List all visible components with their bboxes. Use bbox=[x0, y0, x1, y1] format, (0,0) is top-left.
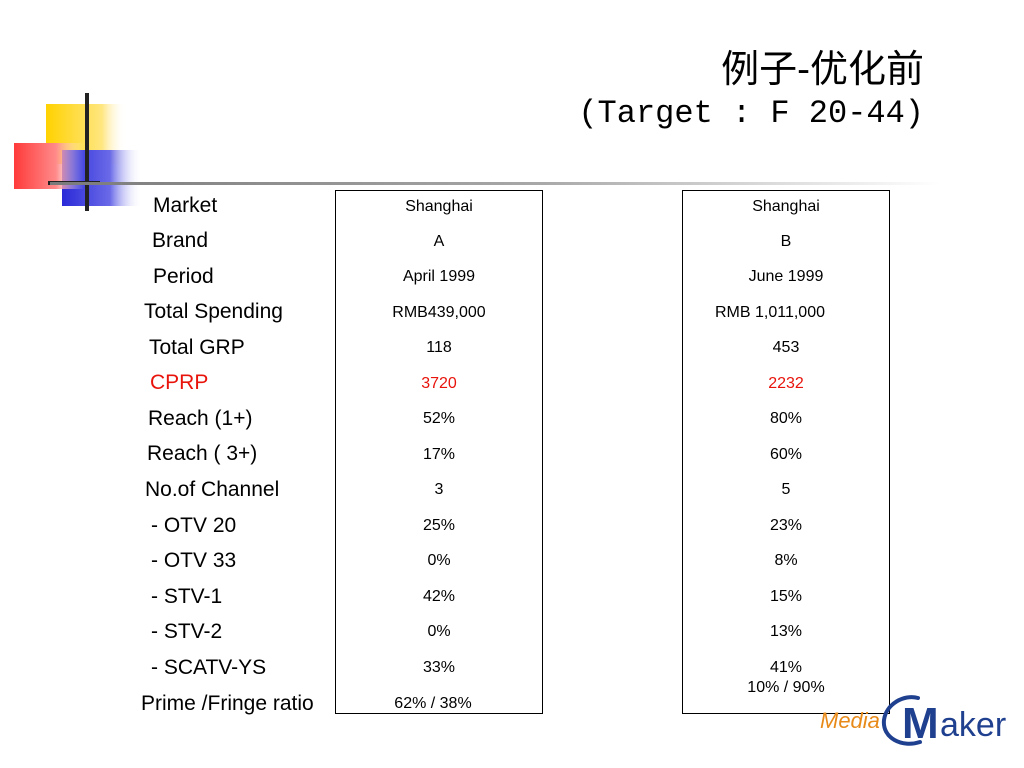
cell-b-stv1: 15% bbox=[769, 588, 803, 605]
corner-decoration bbox=[14, 93, 142, 211]
cell-a-otv20: 25% bbox=[422, 517, 456, 534]
title-divider bbox=[50, 182, 940, 185]
label-no-of-channel: No.of Channel bbox=[145, 478, 280, 501]
cell-b-no-of-channel: 5 bbox=[781, 481, 791, 498]
cell-b-reach-3: 60% bbox=[769, 446, 803, 463]
label-reach-1: Reach (1+) bbox=[148, 407, 253, 430]
cell-b-prime-fringe: 10% / 90% bbox=[747, 679, 825, 696]
cell-b-otv20: 23% bbox=[769, 517, 803, 534]
label-prime-fringe: Prime /Fringe ratio bbox=[141, 692, 314, 715]
label-otv20: - OTV 20 bbox=[151, 514, 237, 537]
label-stv2: - STV-2 bbox=[151, 620, 223, 643]
cell-b-total-grp: 453 bbox=[772, 339, 800, 356]
cell-b-total-spending: RMB 1,011,000 bbox=[715, 304, 825, 321]
logo-aker-text: aker bbox=[940, 706, 1006, 744]
cell-a-no-of-channel: 3 bbox=[434, 481, 444, 498]
label-reach-3: Reach ( 3+) bbox=[147, 442, 258, 465]
cell-a-stv2: 0% bbox=[427, 623, 451, 640]
cell-b-scatv-ys: 41% bbox=[769, 659, 803, 676]
label-otv33: - OTV 33 bbox=[151, 549, 237, 572]
column-b-box: Shanghai B June 1999 RMB 1,011,000 453 2… bbox=[682, 190, 890, 714]
logo-swoosh bbox=[881, 695, 922, 746]
cell-b-stv2: 13% bbox=[769, 623, 803, 640]
cell-b-cprp: 2232 bbox=[768, 375, 804, 392]
label-total-spending: Total Spending bbox=[144, 300, 283, 323]
cell-a-stv1: 42% bbox=[422, 588, 456, 605]
cell-a-otv33: 0% bbox=[427, 552, 451, 569]
cell-a-total-grp: 118 bbox=[426, 339, 452, 356]
column-a-box: Shanghai A April 1999 RMB439,000 118 372… bbox=[335, 190, 543, 714]
cell-b-reach-1: 80% bbox=[769, 410, 803, 427]
slide-title: 例子-优化前 (Target : F 20-44) bbox=[578, 44, 924, 134]
cell-a-cprp: 3720 bbox=[421, 375, 457, 392]
vertical-bar bbox=[85, 93, 89, 211]
cell-b-brand: B bbox=[780, 233, 792, 250]
logo-media-text: Media bbox=[820, 708, 880, 733]
cell-a-period: April 1999 bbox=[402, 268, 476, 285]
cell-a-total-spending: RMB439,000 bbox=[392, 304, 486, 321]
cell-b-market: Shanghai bbox=[752, 198, 820, 215]
cell-b-period: June 1999 bbox=[748, 268, 824, 285]
label-stv1: - STV-1 bbox=[151, 585, 223, 608]
label-cprp: CPRP bbox=[150, 371, 209, 394]
title-main: 例子-优化前 bbox=[721, 47, 924, 91]
label-market: Market bbox=[153, 194, 218, 217]
cell-a-scatv-ys: 33% bbox=[422, 659, 456, 676]
cell-a-reach-1: 52% bbox=[422, 410, 456, 427]
cell-a-brand: A bbox=[433, 233, 445, 250]
cell-a-market: Shanghai bbox=[405, 198, 473, 215]
label-brand: Brand bbox=[152, 229, 209, 252]
cell-a-prime-fringe: 62% / 38% bbox=[394, 695, 472, 712]
label-period: Period bbox=[153, 265, 214, 288]
cell-a-reach-3: 17% bbox=[422, 446, 456, 463]
logo-m-letter: M bbox=[902, 699, 939, 748]
cell-b-otv33: 8% bbox=[774, 552, 798, 569]
label-scatv-ys: - SCATV-YS bbox=[151, 656, 267, 679]
title-target: (Target : F 20-44) bbox=[578, 95, 924, 132]
label-total-grp: Total GRP bbox=[149, 336, 245, 359]
mediamaker-logo: Media M aker bbox=[820, 695, 1006, 748]
